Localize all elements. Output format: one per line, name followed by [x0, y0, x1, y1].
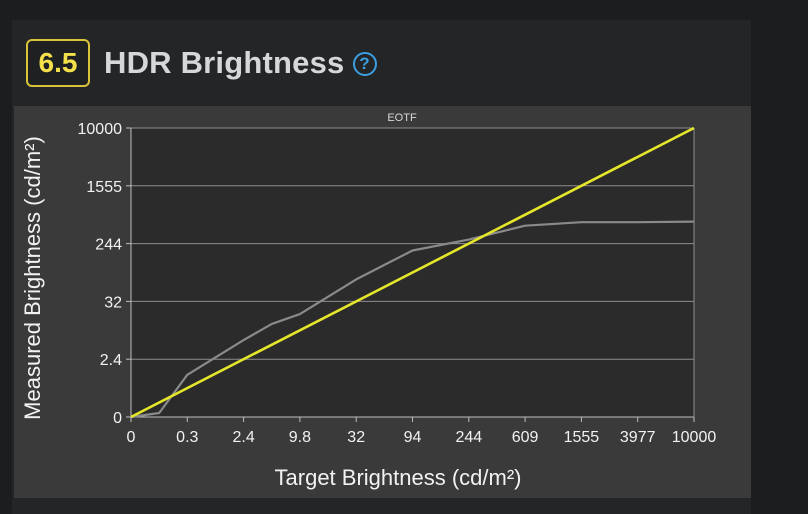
x-tick-label: 9.8 — [289, 429, 311, 446]
x-tick-label: 2.4 — [232, 429, 254, 446]
section-header: 6.5 HDR Brightness ? — [26, 39, 377, 87]
y-tick-label: 1555 — [86, 179, 122, 196]
y-tick-label: 32 — [104, 294, 122, 311]
y-tick-label: 0 — [113, 410, 122, 427]
x-tick-label: 0 — [127, 429, 136, 446]
y-tick-label: 2.4 — [100, 352, 122, 369]
question-circle-icon[interactable]: ? — [352, 52, 377, 76]
x-tick-label: 3977 — [620, 429, 656, 446]
measured-eotf-line — [130, 220, 695, 419]
x-tick-label: 0.3 — [176, 429, 198, 446]
target-eotf-line — [130, 126, 695, 419]
x-tick-label: 94 — [404, 429, 422, 446]
x-axis-title: Target Brightness (cd/m²) — [275, 465, 522, 490]
chart-title: EOTF — [387, 112, 417, 124]
section-title: HDR Brightness — [104, 45, 345, 80]
x-tick-label: 10000 — [672, 429, 717, 446]
x-tick-label: 609 — [512, 429, 539, 446]
y-tick-label: 10000 — [78, 121, 123, 138]
chart-svg: 0 2.4 32 244 1555 10000 0 0.3 2.4 9.8 32 94 244 609 15… — [20, 112, 717, 490]
x-tick-label: 244 — [455, 429, 482, 446]
y-axis-title: Measured Brightness (cd/m²) — [20, 136, 45, 420]
eotf-chart: 0 2.4 32 244 1555 10000 0 0.3 2.4 9.8 32 94 244 609 15… — [14, 106, 751, 498]
section-number-badge: 6.5 — [26, 39, 90, 87]
x-tick-label: 32 — [347, 429, 365, 446]
y-tick-label: 244 — [95, 237, 122, 254]
x-tick-label: 1555 — [564, 429, 600, 446]
